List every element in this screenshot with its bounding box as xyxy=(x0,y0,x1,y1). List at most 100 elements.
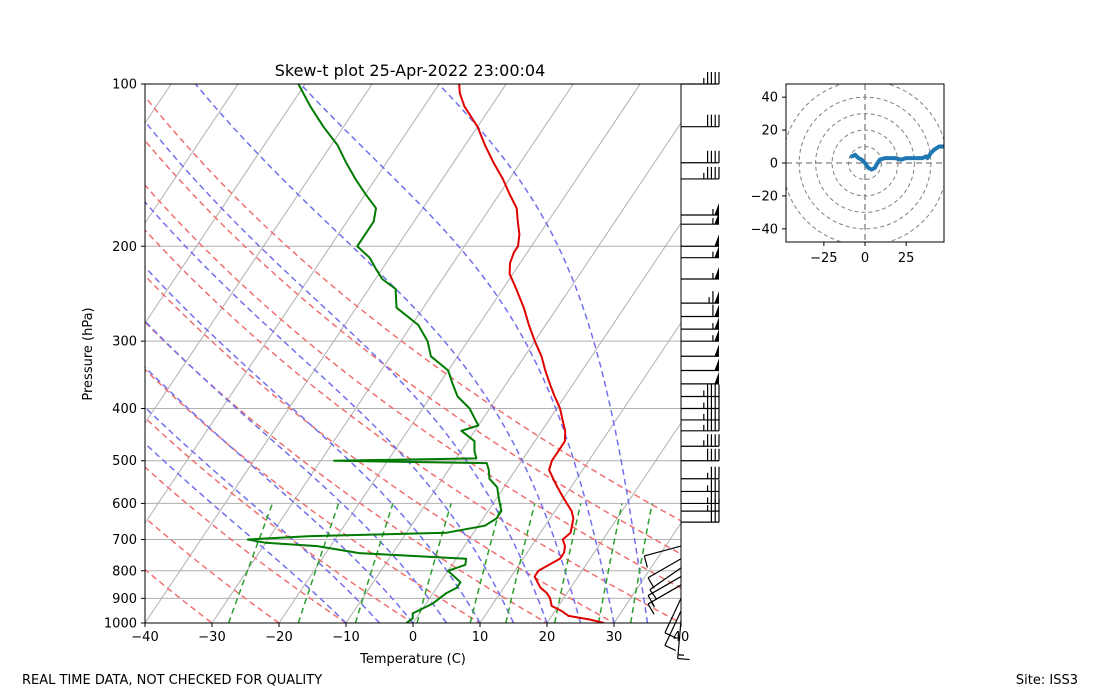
y-tick-label: 900 xyxy=(112,592,137,607)
dry-adiabat-line xyxy=(145,516,281,623)
mixing-ratio-line xyxy=(416,503,452,623)
wind-barb xyxy=(681,479,720,493)
dry-adiabat-line xyxy=(145,368,482,623)
mixing-ratio-line xyxy=(297,503,340,623)
wind-barb xyxy=(681,407,720,421)
hodograph-plot-area xyxy=(786,84,944,242)
y-tick-label: 100 xyxy=(112,78,137,93)
hodograph-x-tick-label: 25 xyxy=(898,251,915,266)
quality-disclaimer: REAL TIME DATA, NOT CHECKED FOR QUALITY xyxy=(22,673,323,688)
y-tick-label: 600 xyxy=(112,497,137,512)
hodograph-y-tick-label: 20 xyxy=(761,124,778,139)
dry-adiabat-line xyxy=(145,228,681,623)
site-label: Site: ISS3 xyxy=(1015,673,1078,688)
wind-barb xyxy=(681,384,720,398)
wind-barb xyxy=(681,304,719,318)
isotherm-line xyxy=(145,84,507,623)
wind-barb xyxy=(681,317,719,330)
wind-barb xyxy=(681,166,720,180)
hodograph-y-tick-label: 40 xyxy=(761,91,778,106)
isotherm-line xyxy=(546,422,681,623)
y-tick-label: 800 xyxy=(112,564,137,579)
dry-adiabat-line xyxy=(145,321,549,623)
moist-adiabat-line xyxy=(145,406,381,623)
dry-adiabat-line xyxy=(145,183,681,589)
hodograph-y-tick-label: −40 xyxy=(751,222,778,237)
isotherm-line xyxy=(412,222,681,623)
isotherm-line xyxy=(680,622,681,623)
hodograph-x-tick-label: −25 xyxy=(810,251,837,266)
wind-barb xyxy=(647,558,682,589)
x-tick-label: −10 xyxy=(332,630,359,645)
wind-barb xyxy=(681,329,719,342)
mixing-ratio-line xyxy=(505,503,536,623)
isotherm-line xyxy=(145,84,306,324)
isotherm-line xyxy=(479,322,681,623)
wind-barb xyxy=(664,598,682,639)
hodograph-trace xyxy=(849,144,944,172)
moist-adiabat-line xyxy=(145,442,347,623)
y-tick-label: 400 xyxy=(112,402,137,417)
hodograph-axes: −25 0 25 −40 −20 0 20 40 xyxy=(751,91,915,266)
wind-barb xyxy=(681,234,719,247)
wind-barb xyxy=(681,418,720,432)
wind-barb xyxy=(649,567,682,600)
dry-adiabat-line xyxy=(145,416,415,623)
wind-barb xyxy=(681,448,720,462)
wind-barb xyxy=(681,491,720,505)
mixing-ratio-line xyxy=(354,503,394,623)
hodograph-y-tick-label: 0 xyxy=(770,157,778,172)
wind-barb xyxy=(681,72,720,85)
hodograph: −25 0 25 −40 −20 0 20 40 xyxy=(751,83,945,266)
dry-adiabat-line xyxy=(145,95,681,522)
temperature-profile-line xyxy=(458,84,605,623)
isotherm-line xyxy=(145,84,373,424)
y-tick-label: 300 xyxy=(112,335,137,350)
wind-barb xyxy=(681,434,720,447)
wind-barb xyxy=(681,499,720,512)
wind-barb xyxy=(681,114,720,128)
x-tick-label: −30 xyxy=(198,630,225,645)
skewt-ylabel: Pressure (hPa) xyxy=(81,307,96,400)
wind-barb xyxy=(677,620,690,661)
wind-barb xyxy=(681,396,720,410)
hodograph-y-tick-label: −20 xyxy=(751,189,778,204)
moist-adiabat-line xyxy=(145,320,448,623)
mixing-ratio-line xyxy=(597,503,623,623)
isotherm-line xyxy=(278,84,641,623)
mixing-ratio-line xyxy=(553,503,582,623)
dry-adiabat-line xyxy=(145,139,681,555)
dry-adiabat-line xyxy=(145,274,616,623)
skewt-xlabel: Temperature (C) xyxy=(359,652,466,667)
wind-barb xyxy=(647,576,682,607)
mixing-ratio-line xyxy=(227,503,274,623)
skewt-plot: −40 −30 −20 −10 0 10 20 30 40 1000 900 800 700 600 500… xyxy=(81,61,720,667)
wind-barbs xyxy=(643,72,720,661)
skewt-title: Skew-t plot 25-Apr-2022 23:00:04 xyxy=(275,61,546,80)
wind-barb xyxy=(681,212,719,225)
dry-adiabat-line xyxy=(145,466,348,623)
wind-barb xyxy=(681,291,719,304)
x-tick-label: 40 xyxy=(673,630,690,645)
wind-barb xyxy=(681,510,720,523)
wind-barb xyxy=(681,245,719,259)
x-tick-label: −20 xyxy=(265,630,292,645)
isotherm-line xyxy=(345,122,681,623)
mixing-ratio-line xyxy=(469,503,503,623)
wind-barb xyxy=(681,266,719,280)
dry-adiabat-line xyxy=(145,568,214,623)
x-tick-label: 0 xyxy=(409,630,417,645)
y-tick-label: 1000 xyxy=(104,617,137,632)
wind-barb xyxy=(681,371,719,385)
y-tick-label: 500 xyxy=(112,454,137,469)
wind-barb xyxy=(681,344,719,357)
skewt-grid xyxy=(145,84,681,623)
x-tick-label: −40 xyxy=(131,630,158,645)
moist-adiabat-line xyxy=(299,84,615,623)
skewt-profiles xyxy=(246,84,605,623)
y-tick-label: 700 xyxy=(112,533,137,548)
skewt-axes: −40 −30 −20 −10 0 10 20 30 40 1000 900 800 700 600 500… xyxy=(104,78,689,646)
isotherm-line xyxy=(145,84,440,524)
x-tick-label: 10 xyxy=(472,630,489,645)
